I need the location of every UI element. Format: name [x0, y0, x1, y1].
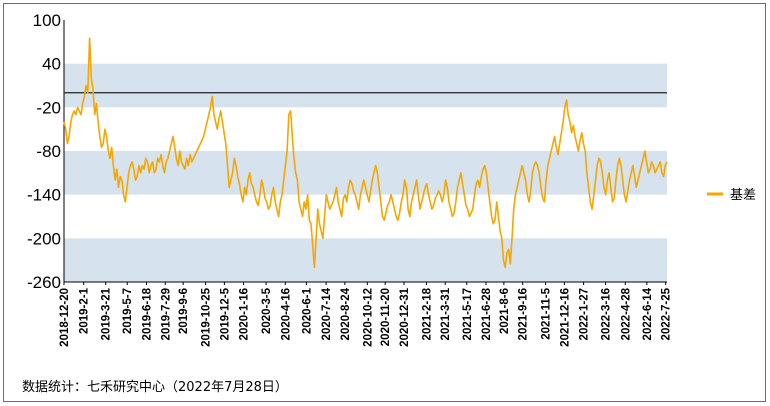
x-tick-label: 2022-3-16	[601, 288, 613, 340]
y-tick-label: 40	[42, 55, 61, 74]
y-tick-label: -200	[27, 229, 61, 248]
x-tick-label: 2019-2-1	[79, 287, 91, 334]
plot-band	[64, 63, 667, 108]
x-tick-label: 2020-1-16	[239, 288, 251, 340]
y-tick-label: -140	[27, 186, 61, 205]
legend-label-basis: 基差	[730, 188, 756, 203]
chart-frame	[3, 3, 766, 402]
x-tick-label: 2020-7-14	[321, 287, 333, 340]
y-tick-label: -260	[27, 273, 61, 292]
x-tick-label: 2020-8-24	[340, 287, 352, 340]
x-tick-label: 2019-5-7	[122, 288, 134, 334]
x-tick-label: 2019-7-29	[160, 288, 172, 340]
x-tick-label: 2021-6-28	[481, 287, 493, 340]
x-tick-label: 2021-2-18	[421, 287, 433, 340]
x-tick-label: 2021-3-31	[440, 287, 452, 340]
x-tick-label: 2021-12-16	[559, 288, 571, 347]
x-tick-label: 2022-7-25	[661, 287, 673, 340]
x-tick-label: 2022-6-14	[642, 287, 654, 340]
x-tick-label: 2021-5-17	[462, 288, 474, 340]
y-tick-label: -20	[36, 98, 61, 117]
x-tick-label: 2019-3-21	[101, 287, 113, 340]
x-tick-label: 2021-8-6	[499, 288, 511, 334]
x-tick-label: 2021-11-5	[541, 287, 553, 339]
legend: 基差	[707, 188, 756, 203]
source-note: 数据统计：七禾研究中心（2022年7月28日）	[22, 380, 288, 395]
y-tick-label: 100	[33, 11, 61, 30]
x-axis: 2018-12-20 2019-2-1 2019-3-21 2019-5-7 2019-…	[59, 281, 673, 347]
x-tick-label: 2022-1-27	[579, 288, 591, 340]
x-tick-label: 2018-12-20	[59, 288, 71, 347]
x-tick-label: 2020-11-20	[380, 288, 392, 346]
series-line-basis	[63, 37, 668, 269]
x-tick-label: 2021-9-16	[518, 288, 530, 340]
x-tick-label: 2019-10-25	[201, 287, 213, 346]
x-tick-label: 2020-6-1	[301, 287, 313, 334]
x-tick-label: 2020-12-31	[399, 287, 411, 346]
x-tick-label: 2020-4-16	[280, 288, 292, 340]
x-tick-label: 2019-12-5	[219, 287, 231, 340]
x-tick-label: 2019-9-6	[178, 288, 190, 334]
plot-band	[64, 238, 667, 282]
x-tick-label: 2020-3-5	[261, 287, 273, 334]
x-tick-label: 2022-4-28	[620, 287, 632, 340]
x-tick-label: 2019-6-18	[141, 287, 153, 340]
y-tick-label: -80	[36, 142, 61, 161]
x-tick-label: 2020-10-12	[362, 288, 374, 347]
y-axis: 100 40 -20 -80 -140 -200 -260	[27, 11, 65, 292]
